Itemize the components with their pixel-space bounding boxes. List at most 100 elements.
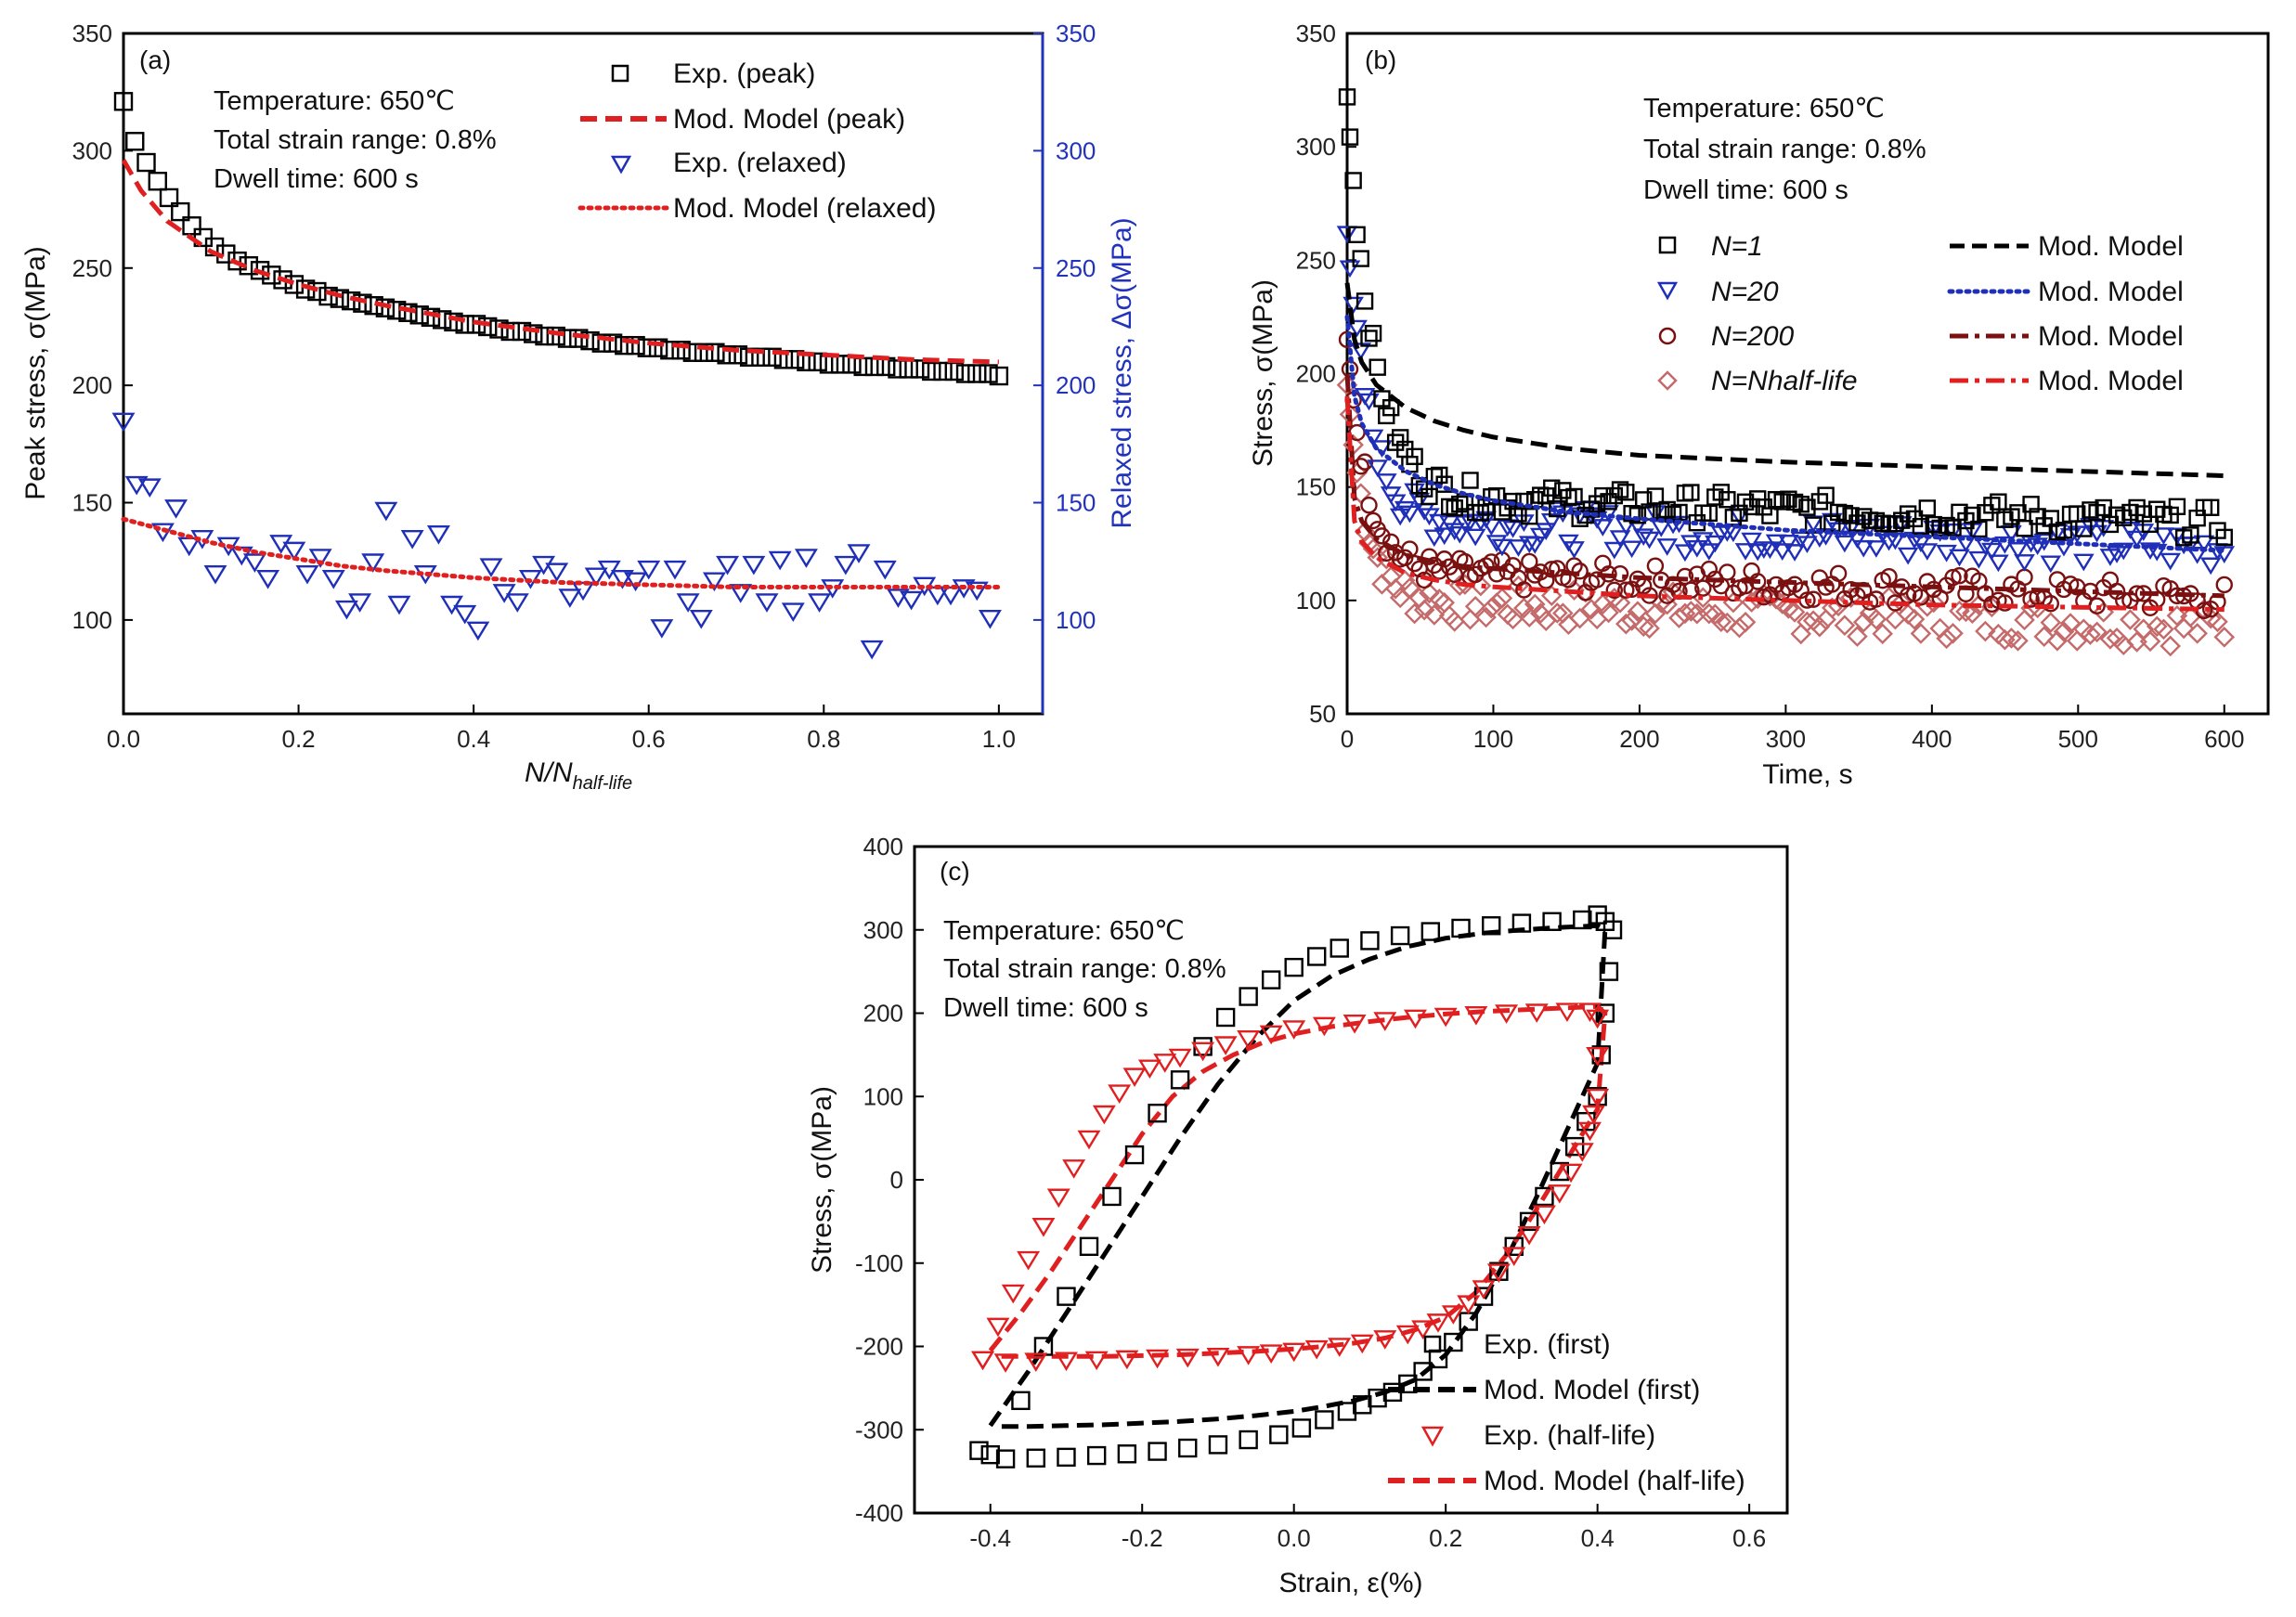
panel-a-y2label: Relaxed stress, Δσ(MPa) — [1107, 217, 1137, 528]
a-point-square — [353, 293, 372, 313]
panel-c-annotation-1: Temperature: 650℃ — [943, 916, 1185, 946]
c-point-triangle-down — [1282, 1342, 1306, 1363]
b-point-triangle-down — [1778, 535, 1799, 552]
b-point-diamond — [2080, 624, 2101, 645]
b-point-diamond — [2033, 626, 2056, 648]
legend-b-n20: N=20 — [1711, 277, 1779, 307]
a-point-triangle-down — [571, 581, 595, 602]
c-point-square — [1026, 1448, 1045, 1468]
b-point-circle — [1646, 557, 1665, 575]
b-point-triangle-down — [2072, 553, 2095, 572]
b-point-square — [1582, 500, 1601, 518]
b-point-square — [1352, 250, 1369, 267]
b-point-triangle-down — [1988, 554, 2009, 573]
a-point-triangle-down — [361, 553, 385, 573]
a-xtick-label: 0.8 — [807, 725, 840, 753]
legend-b-nhalf: N=Nhalf-life — [1711, 366, 1858, 396]
c-point-triangle-down — [1502, 1247, 1526, 1266]
b-point-triangle-down — [1686, 540, 1708, 558]
b-point-diamond — [1955, 601, 1977, 623]
c-point-square — [1360, 931, 1380, 951]
c-point-triangle-down — [1586, 1088, 1610, 1108]
a-point-triangle-down — [479, 558, 503, 577]
b-point-square — [1785, 493, 1804, 511]
a-point-square — [159, 188, 179, 208]
b-point-diamond — [1413, 599, 1435, 621]
b-point-circle — [2042, 595, 2059, 613]
a-xtick-label: 1.0 — [982, 725, 1016, 753]
b-point-triangle-down — [1936, 544, 1957, 563]
b-point-square — [1823, 514, 1841, 533]
c-point-triangle-down — [1137, 1059, 1161, 1080]
panel-c-xlabel: Strain, ε(%) — [1278, 1568, 1422, 1598]
a-point-triangle-down — [702, 572, 726, 592]
b-point-diamond — [1903, 608, 1926, 630]
b-point-triangle-down — [2007, 542, 2029, 560]
a-point-square — [524, 324, 543, 343]
a-point-square — [250, 261, 270, 280]
b-point-square — [1341, 128, 1359, 146]
b-point-triangle-down — [1784, 544, 1806, 562]
a-point-square — [591, 333, 611, 353]
b-point-square — [1970, 520, 1988, 538]
a-point-square — [671, 341, 691, 360]
b-point-diamond — [1485, 592, 1508, 614]
b-point-square — [1600, 493, 1617, 511]
b-point-diamond — [2160, 635, 2181, 657]
panel-a-label: (a) — [139, 45, 171, 74]
panel-b: 0 100 200 300 400 500 60050100150200250300350 … — [1248, 19, 2270, 790]
legend-a-exp-relaxed: Exp. (relaxed) — [673, 148, 847, 178]
a-point-square — [933, 361, 953, 382]
c-ytick-label: -300 — [855, 1416, 903, 1443]
legend-c-exp-first: Exp. (first) — [1484, 1329, 1611, 1360]
c-point-triangle-down — [1092, 1105, 1116, 1125]
b-point-triangle-down — [1680, 535, 1702, 553]
c-point-square — [1330, 938, 1349, 958]
a-point-triangle-down — [808, 593, 832, 613]
b-point-triangle-down — [1603, 541, 1626, 560]
c-point-square — [980, 1444, 1000, 1465]
b-point-triangle-down — [1491, 538, 1513, 557]
b-point-diamond — [1710, 611, 1732, 633]
a-point-square — [785, 350, 805, 369]
a-ytick-label: 200 — [72, 371, 112, 399]
a-point-square — [910, 359, 930, 379]
c-point-square — [1215, 1007, 1236, 1028]
b-point-triangle-down — [2139, 542, 2161, 561]
c-point-square — [1535, 1186, 1554, 1207]
c-point-triangle-down — [1532, 1205, 1556, 1225]
c-point-square — [1148, 1442, 1167, 1461]
c-point-square — [1511, 913, 1532, 933]
c-xtick-label: 0.2 — [1429, 1524, 1462, 1552]
a-point-triangle-down — [689, 609, 713, 629]
panel-a-legend: Exp. (peak) Mod. Model (peak) Exp. (rela… — [577, 58, 936, 224]
b-point-triangle-down — [2199, 557, 2222, 576]
c-point-triangle-down — [1046, 1188, 1070, 1209]
b-point-triangle-down — [1674, 544, 1696, 563]
b-point-diamond — [1734, 611, 1757, 633]
c-point-triangle-down — [1578, 1121, 1602, 1142]
c-point-triangle-down — [1153, 1054, 1177, 1073]
b-point-circle — [1605, 581, 1623, 600]
panel-c-ylabel: Stress, σ(MPa) — [807, 1086, 837, 1274]
b-point-circle — [1549, 560, 1566, 577]
b-point-square — [1521, 508, 1538, 525]
b-point-circle — [1951, 567, 1968, 585]
b-point-diamond — [1852, 611, 1874, 633]
b-xtick-label: 0 — [1341, 725, 1354, 753]
b-point-circle — [1944, 568, 1962, 587]
b-point-triangle-down — [1485, 535, 1508, 552]
b-point-triangle-down — [1346, 319, 1368, 338]
b-point-circle — [1867, 590, 1886, 608]
b-point-triangle-down — [1955, 535, 1977, 553]
b-point-circle — [1617, 581, 1635, 599]
b-point-diamond — [2139, 630, 2161, 653]
panel-b-annotation-1: Temperature: 650℃ — [1643, 94, 1885, 123]
b-point-triangle-down — [1524, 537, 1546, 554]
b-point-triangle-down — [1621, 540, 1642, 559]
a-point-square — [171, 201, 190, 222]
c-point-triangle-down — [1395, 1325, 1420, 1345]
c-ytick-label: -200 — [855, 1333, 903, 1361]
a-point-triangle-down — [637, 560, 661, 580]
b-point-diamond — [1459, 608, 1481, 630]
